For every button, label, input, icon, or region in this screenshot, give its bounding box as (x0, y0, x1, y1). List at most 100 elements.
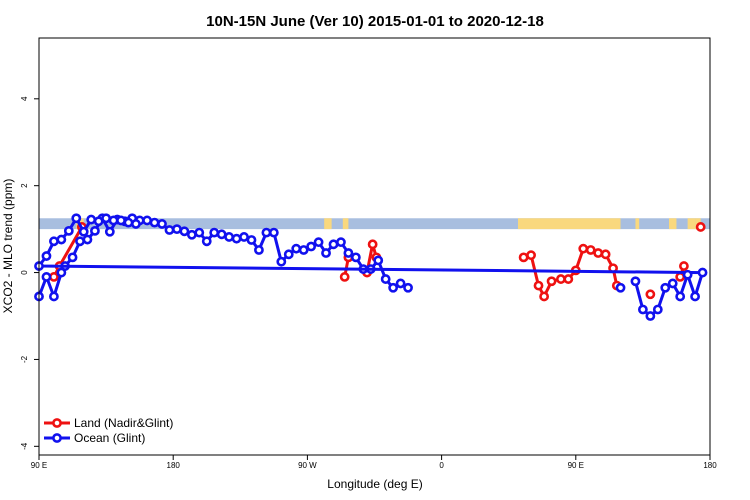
data-point (75, 236, 85, 247)
data-point (86, 214, 97, 225)
y-tick-label: -4 (20, 442, 29, 450)
data-point (630, 276, 641, 287)
y-tick-label: 0 (20, 270, 29, 275)
x-axis-label: Longitude (deg E) (327, 477, 422, 491)
data-point (526, 250, 536, 261)
data-point (149, 217, 160, 228)
data-point (224, 232, 235, 242)
land-band-segment (635, 218, 640, 230)
data-point (268, 227, 279, 238)
data-point (675, 291, 686, 302)
data-point (682, 269, 693, 280)
data-point (291, 243, 302, 254)
data-point (194, 227, 205, 238)
data-point (41, 272, 52, 282)
chart-title: 10N-15N June (Ver 10) 2015-01-01 to 2020… (206, 13, 544, 30)
data-point (209, 227, 220, 238)
data-point (41, 251, 52, 261)
legend-label: Land (Nadir&Glint) (74, 416, 173, 430)
land-band-segment (687, 218, 696, 230)
data-point (49, 236, 59, 247)
data-point (373, 255, 384, 266)
legend-label: Ocean (Glint) (74, 431, 145, 445)
data-point (518, 252, 529, 263)
data-point (63, 225, 74, 236)
land-band-segment (668, 218, 677, 230)
data-point (600, 249, 611, 260)
data-point (593, 248, 604, 258)
data-point (660, 282, 671, 293)
data-point (690, 291, 700, 302)
x-tick-label: 0 (439, 461, 444, 470)
data-point (367, 239, 378, 250)
data-point (298, 245, 309, 255)
data-point (350, 252, 361, 263)
legend-marker (52, 418, 62, 428)
data-point (179, 226, 190, 237)
data-point (108, 215, 119, 226)
data-point (276, 256, 287, 267)
data-point (615, 282, 626, 293)
data-point (328, 239, 339, 250)
data-point (539, 291, 550, 302)
data-point (172, 224, 182, 235)
y-axis: -4 -2 0 2 4 (20, 96, 39, 450)
data-point (93, 216, 104, 227)
data-point (380, 274, 391, 284)
data-point (142, 215, 153, 226)
data-point (261, 227, 272, 238)
legend-marker (52, 433, 62, 443)
data-point (186, 229, 197, 240)
data-point (49, 272, 59, 282)
data-point (395, 278, 406, 289)
y-tick-label: 2 (20, 183, 29, 188)
data-point (239, 232, 249, 242)
data-point (201, 236, 212, 247)
data-point (101, 213, 111, 224)
data-point (652, 304, 663, 315)
plot-frame (38, 37, 711, 456)
data-point (695, 222, 706, 232)
data-point (306, 241, 317, 252)
data-point (216, 229, 227, 240)
data-point (90, 225, 100, 236)
data-point (104, 226, 115, 237)
data-point (578, 243, 589, 254)
data-point (78, 226, 89, 237)
data-point (675, 272, 686, 282)
y-axis-label: XCO2 - MLO trend (ppm) (1, 179, 15, 314)
data-point (321, 248, 331, 258)
data-point (56, 234, 67, 245)
data-point (49, 291, 59, 302)
data-point (585, 245, 596, 255)
data-point (67, 252, 78, 263)
data-point (563, 274, 574, 284)
data-point (638, 304, 648, 315)
data-point (679, 261, 689, 271)
data-point (645, 289, 656, 300)
data-point (231, 233, 242, 244)
land-band-segment (342, 218, 349, 230)
data-point (131, 219, 141, 229)
x-tick-label: 90 E (31, 461, 47, 470)
data-point (254, 245, 264, 255)
data-point (157, 219, 167, 229)
data-point (283, 249, 294, 260)
y-tick-label: 4 (20, 96, 29, 101)
data-point (164, 225, 175, 235)
y-tick-label: -2 (20, 355, 29, 363)
data-point (546, 276, 557, 287)
data-point (71, 213, 82, 224)
x-tick-label: 180 (167, 461, 181, 470)
land-band-segment (518, 218, 621, 230)
x-tick-label: 90 E (568, 461, 584, 470)
series-layer (34, 213, 708, 321)
x-axis: 90 E 180 90 W 0 90 E 180 (31, 455, 717, 470)
x-tick-label: 180 (703, 461, 717, 470)
data-point (313, 237, 324, 248)
ocean-band (39, 218, 710, 230)
data-point (697, 267, 708, 278)
data-point (645, 311, 656, 321)
data-point (343, 248, 354, 258)
